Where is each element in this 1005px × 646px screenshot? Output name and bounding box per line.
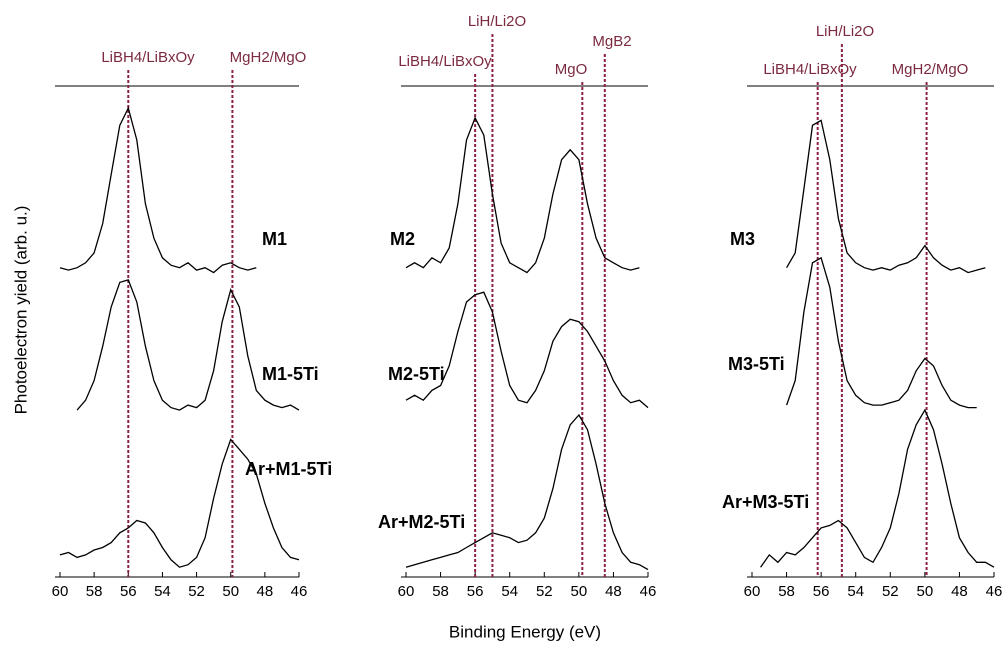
x-tick-label: 50	[222, 583, 239, 600]
x-axis-title: Binding Energy (eV)	[449, 622, 601, 641]
x-tick-label: 48	[951, 583, 968, 600]
x-tick-label: 48	[605, 583, 622, 600]
x-tick-label: 54	[154, 583, 171, 600]
sample-label: M2-5Ti	[388, 364, 445, 384]
x-tick-label: 52	[882, 583, 899, 600]
spectrum-line	[785, 256, 977, 409]
spectrum-line	[405, 291, 649, 409]
x-tick-label: 58	[86, 583, 103, 600]
sample-label: M1-5Ti	[262, 364, 319, 384]
x-tick-label: 56	[467, 583, 484, 600]
spectrum-line	[405, 116, 640, 274]
sample-label: M1	[262, 229, 287, 249]
peak-annotation: LiBH4/LiBxOy	[398, 53, 492, 70]
x-tick-label: 58	[778, 583, 795, 600]
peak-annotation: LiH/Li2O	[816, 23, 874, 40]
spectrum-line	[786, 119, 986, 274]
x-tick-label: 50	[571, 583, 588, 600]
x-tick-label: 60	[52, 583, 69, 600]
peak-annotation: MgH2/MgO	[892, 61, 969, 78]
x-tick-label: 48	[257, 583, 274, 600]
sample-label: Ar+M3-5Ti	[722, 492, 809, 512]
sample-label: M2	[390, 229, 415, 249]
x-tick-label: 60	[744, 583, 761, 600]
sample-label: Ar+M2-5Ti	[378, 512, 465, 532]
peak-annotation: MgB2	[592, 33, 631, 50]
spectrum-line	[59, 438, 300, 568]
x-tick-label: 52	[536, 583, 553, 600]
spectrum-line	[59, 106, 257, 274]
y-axis-title: Photoelectron yield (arb. u.)	[11, 206, 30, 415]
x-tick-label: 58	[432, 583, 449, 600]
x-tick-label: 54	[501, 583, 518, 600]
sample-label: Ar+M1-5Ti	[245, 459, 332, 479]
x-tick-label: 50	[917, 583, 934, 600]
peak-annotation: LiBH4/LiBxOy	[763, 61, 857, 78]
x-tick-label: 60	[398, 583, 415, 600]
peak-annotation: LiBH4/LiBxOy	[101, 49, 195, 66]
peak-annotation: MgO	[555, 61, 588, 78]
x-tick-label: 46	[986, 583, 1003, 600]
spectrum-line	[405, 413, 649, 571]
x-tick-label: 52	[188, 583, 205, 600]
peak-annotation: LiH/Li2O	[468, 13, 526, 30]
spectrum-line	[760, 408, 995, 568]
x-tick-label: 56	[120, 583, 137, 600]
x-tick-label: 46	[640, 583, 657, 600]
x-tick-label: 46	[291, 583, 308, 600]
x-tick-label: 56	[813, 583, 830, 600]
spectrum-line	[76, 279, 300, 411]
x-tick-label: 54	[847, 583, 864, 600]
sample-label: M3	[730, 229, 755, 249]
sample-label: M3-5Ti	[728, 354, 785, 374]
peak-annotation: MgH2/MgO	[230, 49, 307, 66]
